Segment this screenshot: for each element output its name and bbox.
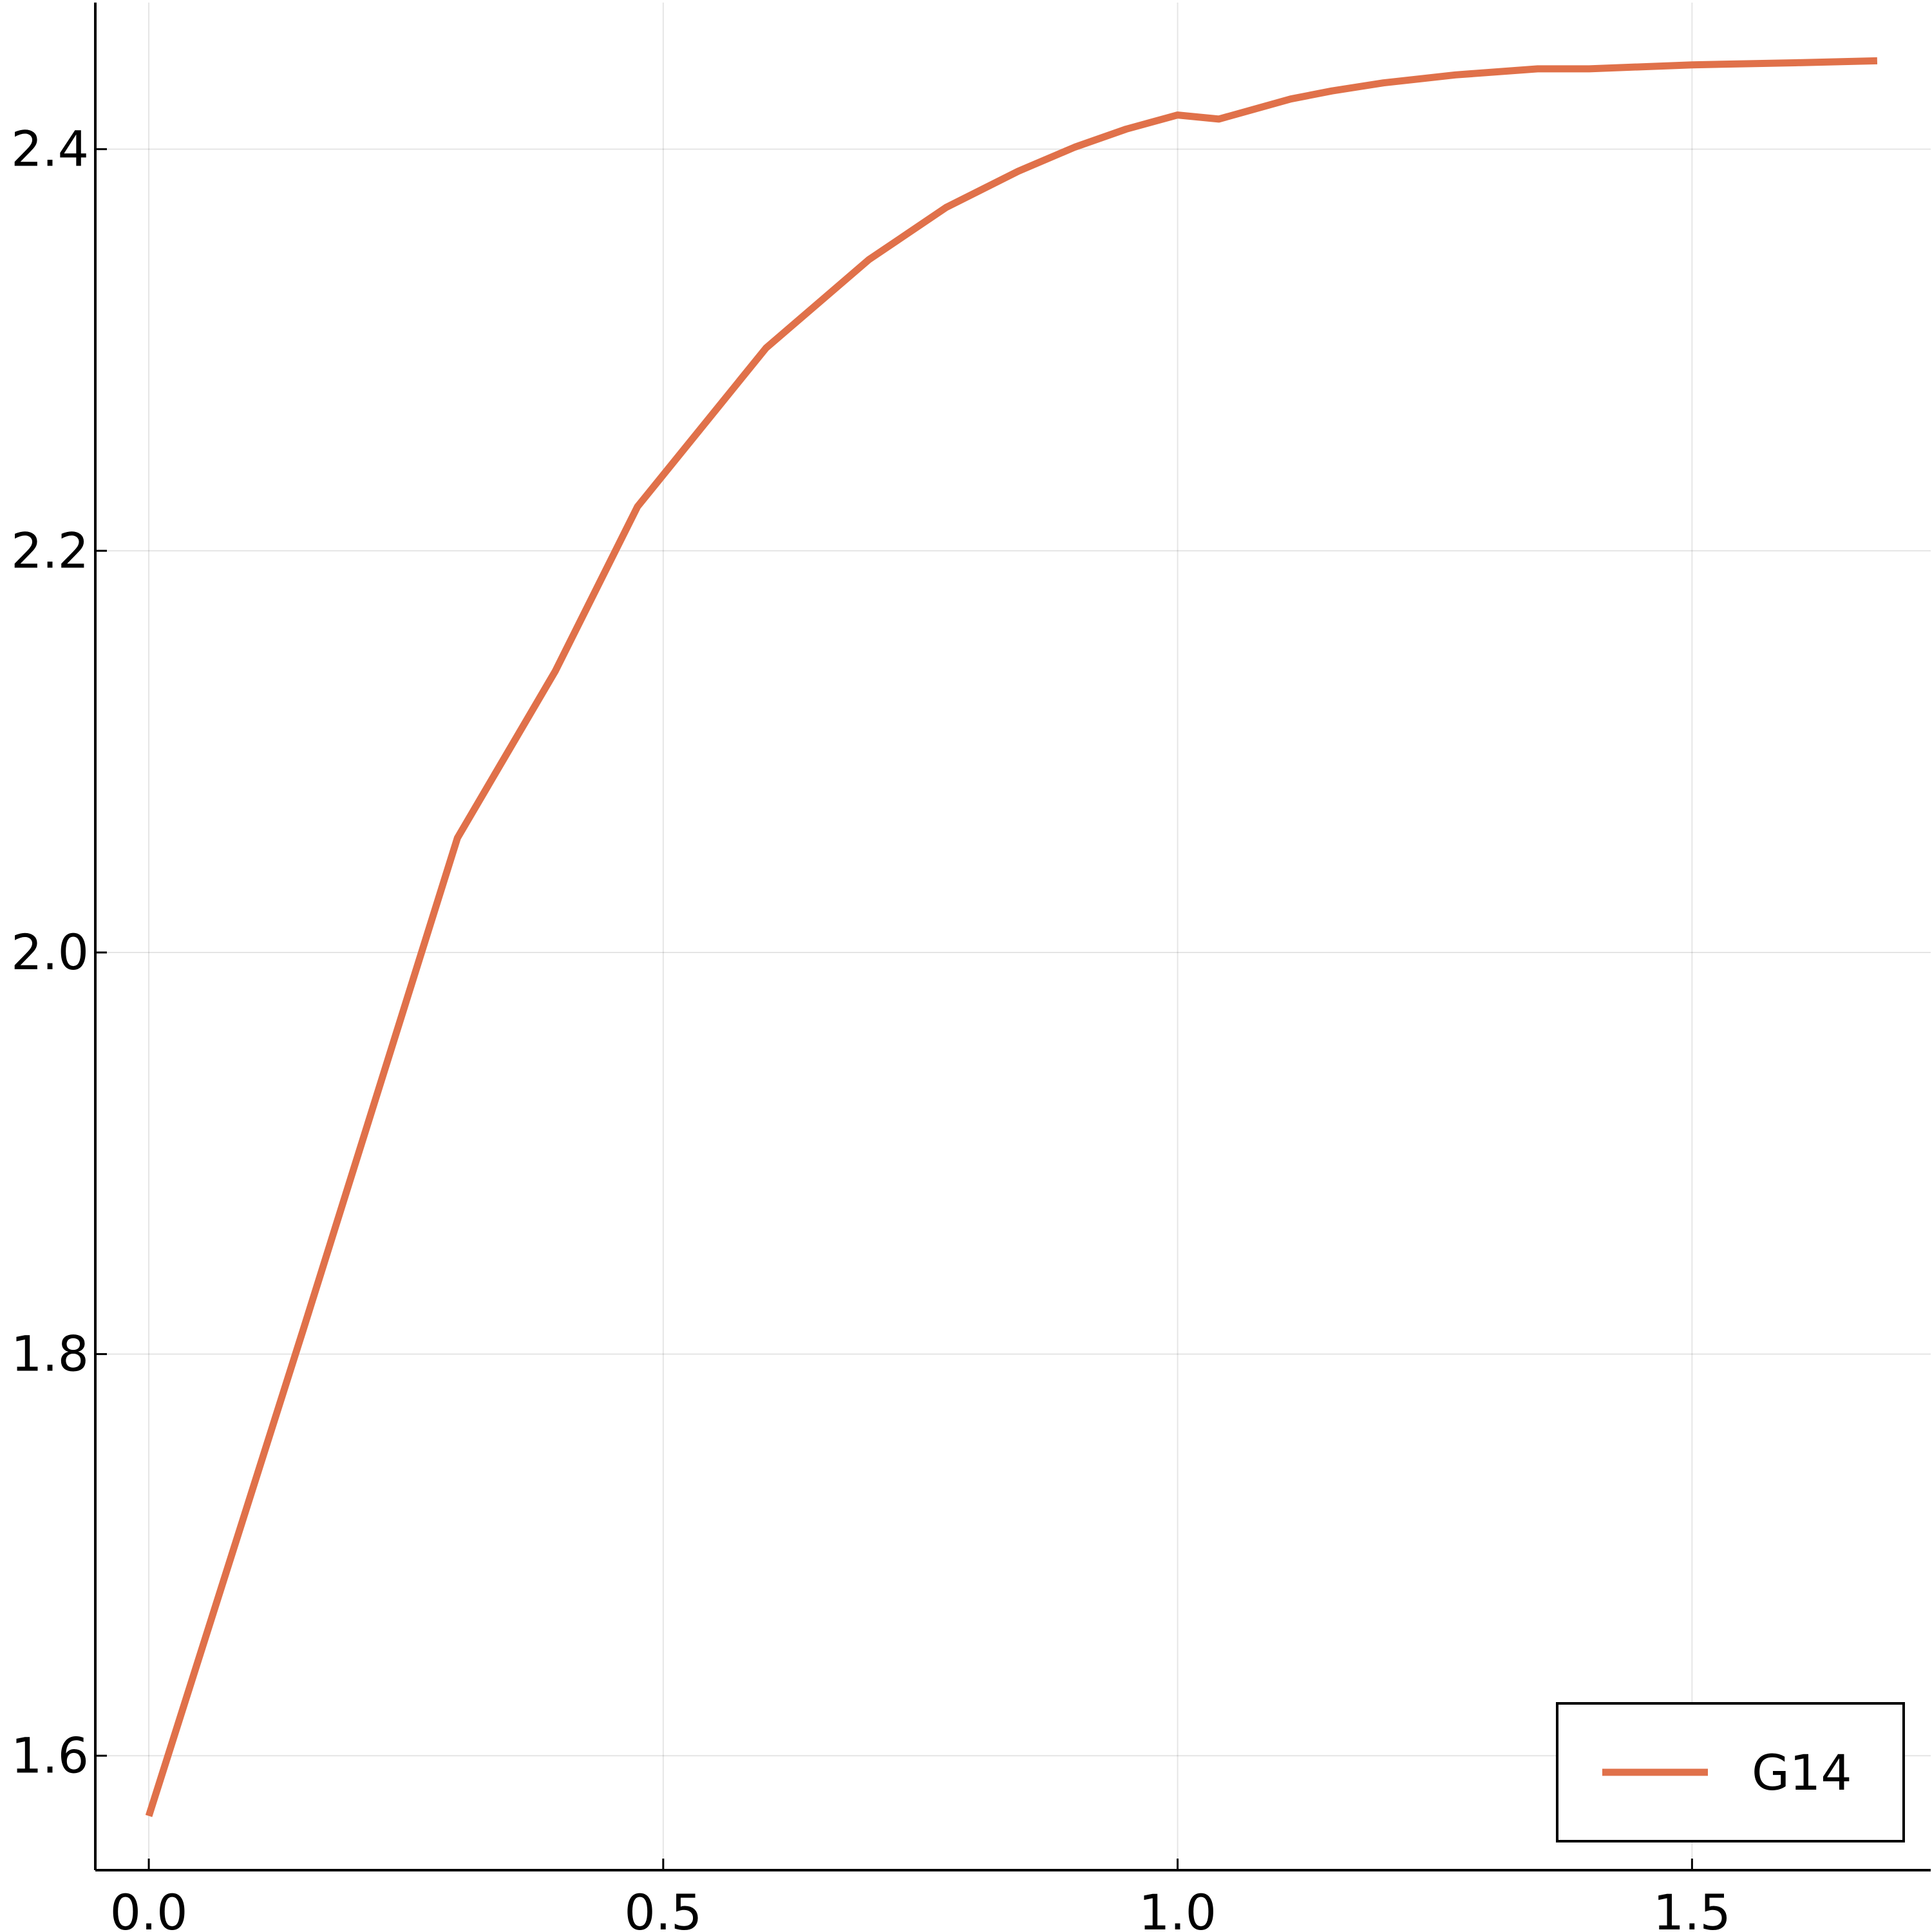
legend: G14 [1556,1702,1905,1842]
y-tick-label: 1.6 [11,1727,89,1784]
y-tick-label: 1.8 [11,1325,89,1383]
x-tick-label: 1.5 [1653,1884,1731,1932]
grid-lines [95,3,1931,1870]
legend-label: G14 [1752,1744,1852,1801]
x-tick-label: 0.0 [110,1884,188,1932]
y-tick-label: 2.2 [11,522,89,579]
x-tick-label: 1.0 [1139,1884,1217,1932]
tick-labels: 0.0 0.5 1.0 1.5 1.6 1.8 2.0 2.2 2.4 [11,120,1731,1932]
series-group [145,57,1878,1817]
axes [94,3,1931,1871]
y-tick-label: 2.4 [11,120,89,178]
x-tick-label: 0.5 [624,1884,702,1932]
y-tick-label: 2.0 [11,923,89,981]
series-line-g14 [145,57,1878,1817]
